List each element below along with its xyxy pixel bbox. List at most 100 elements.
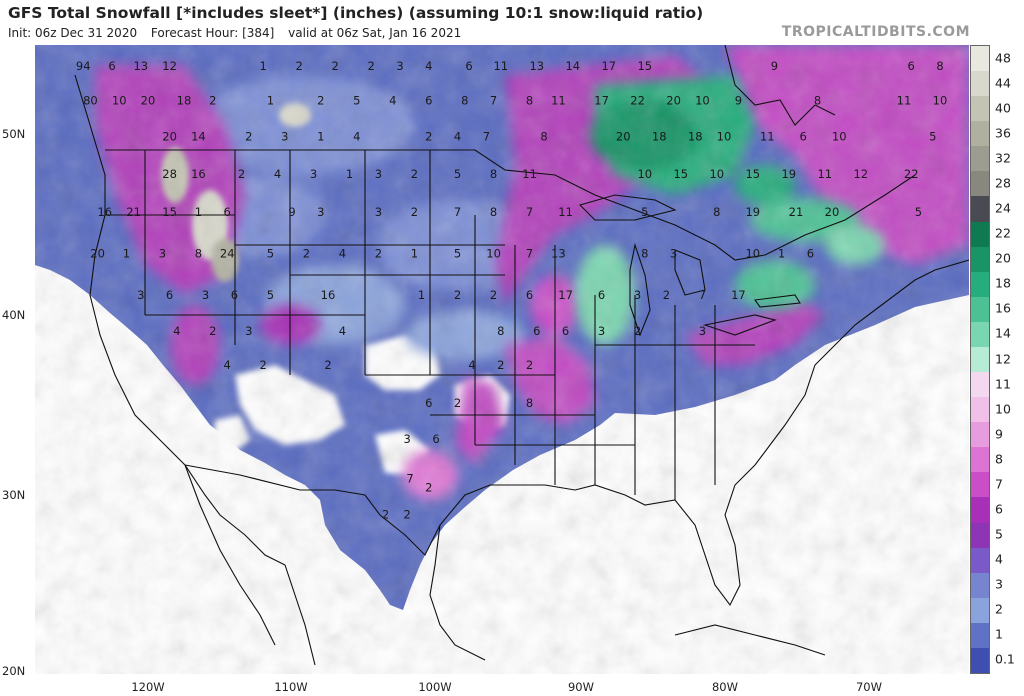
- snowfall-value: 20: [666, 93, 681, 107]
- colorbar-label: 11: [995, 376, 1011, 392]
- snowfall-value: 1: [195, 205, 202, 219]
- snowfall-value: 3: [245, 324, 252, 338]
- colorbar-swatch: [971, 146, 989, 172]
- valid-time: valid at 06z Sat, Jan 16 2021: [288, 26, 462, 40]
- colorbar-label: 44: [995, 75, 1011, 91]
- snowfall-value: 3: [375, 205, 382, 219]
- snowfall-value: 21: [126, 205, 141, 219]
- colorbar-label: 36: [995, 125, 1011, 141]
- snowfall-value: 17: [601, 59, 616, 73]
- snowfall-value: 3: [404, 432, 411, 446]
- snowfall-value: 3: [281, 129, 288, 143]
- snowfall-value: 5: [454, 246, 461, 260]
- colorbar-label: 5: [995, 526, 1003, 542]
- snowfall-value: 1: [267, 93, 274, 107]
- snowfall-value: 1: [778, 246, 785, 260]
- snowfall-value: 6: [224, 205, 231, 219]
- snowfall-value: 15: [637, 59, 652, 73]
- snowfall-value: 2: [303, 246, 310, 260]
- snowfall-value: 4: [274, 167, 281, 181]
- snowfall-value: 11: [897, 93, 912, 107]
- colorbar-label: 40: [995, 100, 1011, 116]
- snowfall-value: 3: [598, 324, 605, 338]
- colorbar-label: 16: [995, 300, 1011, 316]
- colorbar-label: 32: [995, 150, 1011, 166]
- colorbar-swatch: [971, 422, 989, 448]
- snowfall-value: 2: [245, 129, 252, 143]
- snowfall-value: 1: [260, 59, 267, 73]
- snowfall-value: 2: [425, 480, 432, 494]
- colorbar-label: 28: [995, 175, 1011, 191]
- snowfall-value: 2: [411, 167, 418, 181]
- colorbar-label: 14: [995, 325, 1011, 341]
- snowfall-value: 10: [832, 129, 847, 143]
- colorbar-label: 9: [995, 426, 1003, 442]
- snowfall-value: 6: [425, 93, 432, 107]
- snowfall-value: 6: [562, 324, 569, 338]
- colorbar-label: 0.1: [995, 651, 1015, 667]
- snowfall-value: 19: [781, 167, 796, 181]
- snowfall-value: 6: [598, 288, 605, 302]
- snowfall-value: 12: [162, 59, 177, 73]
- snowfall-value: 20: [616, 129, 631, 143]
- snowfall-value: 8: [526, 396, 533, 410]
- snowfall-value: 3: [375, 167, 382, 181]
- snowfall-value: 2: [260, 358, 267, 372]
- snowfall-value: 8: [641, 246, 648, 260]
- colorbar-label: 20: [995, 250, 1011, 266]
- map-subtitle: Init: 06z Dec 31 2020 Forecast Hour: [38…: [8, 26, 471, 40]
- snowfall-value: 11: [558, 205, 573, 219]
- colorbar-label: 4: [995, 551, 1003, 567]
- colorbar-swatch: [971, 46, 989, 72]
- snowfall-value: 2: [454, 396, 461, 410]
- snowfall-value: 4: [173, 324, 180, 338]
- snowfall-value: 2: [238, 167, 245, 181]
- colorbar-swatch: [971, 321, 989, 348]
- colorbar-label: 48: [995, 50, 1011, 66]
- snowfall-value: 6: [908, 59, 915, 73]
- snowfall-value: 2: [454, 288, 461, 302]
- snowfall-value: 6: [465, 59, 472, 73]
- forecast-hour: Forecast Hour: [384]: [150, 26, 275, 40]
- snowfall-value: 6: [108, 59, 115, 73]
- snowfall-value: 10: [637, 167, 652, 181]
- colorbar-label: 12: [995, 351, 1011, 366]
- snowfall-value: 8: [195, 246, 202, 260]
- snowfall-value: 21: [789, 205, 804, 219]
- snowfall-value: 4: [339, 246, 346, 260]
- snowfall-value: 2: [324, 358, 331, 372]
- colorbar: [970, 45, 990, 674]
- snowfall-value: 17: [731, 288, 746, 302]
- snowfall-value: 8: [497, 324, 504, 338]
- lon-label-100w: 100W: [418, 680, 452, 694]
- snowfall-value: 2: [332, 59, 339, 73]
- lon-label-90w: 90W: [567, 680, 595, 694]
- colorbar-swatch: [971, 447, 989, 473]
- snowfall-value: 2: [209, 324, 216, 338]
- colorbar-label: 2: [995, 601, 1003, 617]
- snowfall-value: 4: [468, 358, 475, 372]
- snowfall-value: 4: [389, 93, 396, 107]
- snowfall-value: 3: [137, 288, 144, 302]
- colorbar-swatch: [971, 647, 989, 674]
- snowfall-value: 2: [382, 507, 389, 521]
- lat-label-30n: 30N: [2, 488, 26, 502]
- snowfall-value: 16: [321, 288, 336, 302]
- snowfall-value: 6: [807, 246, 814, 260]
- snowfall-value: 5: [353, 93, 360, 107]
- snowfall-value: 1: [346, 167, 353, 181]
- snowfall-value: 3: [317, 205, 324, 219]
- snowfall-value: 1: [411, 246, 418, 260]
- snowfall-value: 5: [267, 246, 274, 260]
- snowfall-value: 6: [432, 432, 439, 446]
- colorbar-swatch: [971, 522, 989, 549]
- colorbar-swatch: [971, 372, 989, 398]
- snowfall-value: 20: [162, 129, 177, 143]
- colorbar-label: 8: [995, 451, 1003, 467]
- lat-label-40n: 40N: [2, 308, 26, 322]
- snowfall-value: 3: [202, 288, 209, 302]
- colorbar-label: 10: [995, 401, 1011, 417]
- snowfall-value: 10: [933, 93, 948, 107]
- snowfall-value: 10: [717, 129, 732, 143]
- colorbar-swatch: [971, 246, 989, 273]
